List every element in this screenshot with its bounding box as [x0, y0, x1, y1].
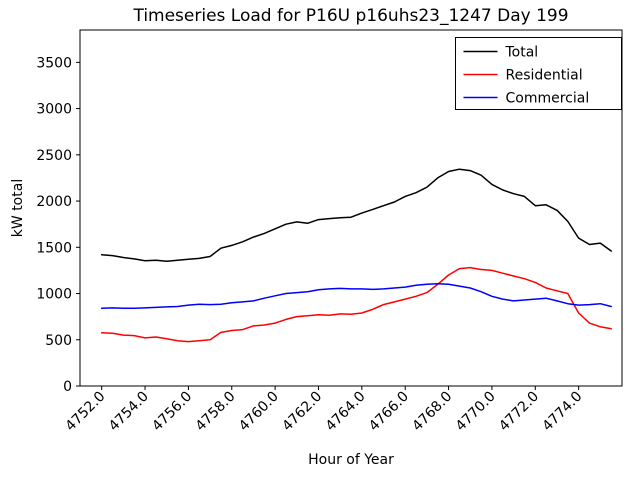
- y-tick-label: 2500: [36, 148, 72, 164]
- x-tick-label: 4764.0: [323, 389, 369, 435]
- y-tick-label: 3000: [36, 102, 72, 118]
- y-axis-ticks: 0 500 1000 1500 2000 2500 3000 3500: [36, 55, 80, 395]
- series-line-residential: [100, 266, 612, 343]
- legend-box: [455, 37, 622, 110]
- legend-label-commercial: Commercial: [506, 91, 590, 107]
- legend-label-total: Total: [505, 45, 539, 61]
- x-tick-label: 4756.0: [149, 389, 195, 435]
- y-tick-label: 0: [63, 379, 72, 395]
- x-axis-label: Hour of Year: [308, 452, 394, 468]
- y-tick-label: 500: [45, 333, 72, 349]
- y-tick-label: 1500: [36, 240, 72, 256]
- plot-area: [79, 29, 623, 387]
- x-tick-label: 4774.0: [540, 389, 586, 435]
- x-tick-label: 4758.0: [193, 389, 239, 435]
- x-tick-label: 4770.0: [453, 389, 499, 435]
- x-tick-label: 4766.0: [366, 389, 412, 435]
- series-line-commercial: [100, 283, 612, 310]
- y-tick-label: 1000: [36, 287, 72, 303]
- legend-label-residential: Residential: [506, 68, 583, 84]
- x-tick-label: 4754.0: [106, 389, 152, 435]
- chart-title: Timeseries Load for P16U p16uhs23_1247 D…: [132, 6, 568, 26]
- x-tick-label: 4762.0: [279, 389, 325, 435]
- y-tick-label: 3500: [36, 55, 72, 71]
- y-tick-label: 2000: [36, 194, 72, 210]
- x-tick-label: 4752.0: [63, 389, 109, 435]
- x-tick-label: 4768.0: [409, 389, 455, 435]
- x-axis-ticks: 4752.04754.04756.04758.04760.04762.04764…: [63, 386, 586, 435]
- x-tick-label: 4760.0: [236, 389, 282, 435]
- plot-lines: [100, 168, 612, 343]
- legend: Total Residential Commercial: [455, 37, 622, 110]
- series-line-total: [100, 168, 612, 262]
- x-tick-label: 4772.0: [496, 389, 542, 435]
- y-axis-label: kW total: [10, 179, 26, 237]
